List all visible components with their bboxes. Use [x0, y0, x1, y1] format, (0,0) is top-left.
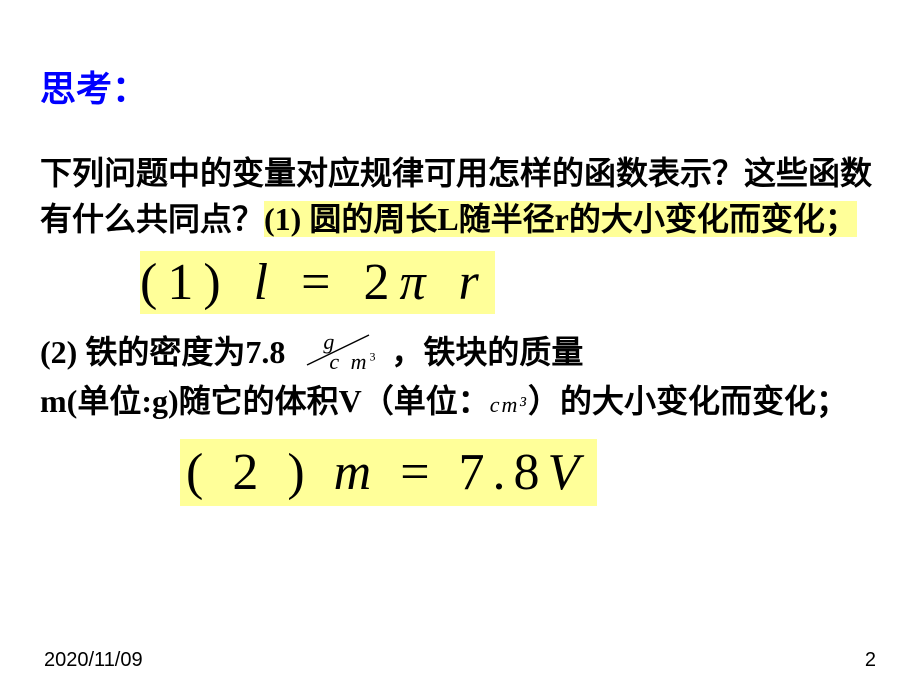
q2-prefix: (2) 铁的密度为7.8: [40, 334, 285, 370]
formula-1-row: (1) l = 2π r: [40, 251, 880, 314]
formula-2-row: ( 2 ) m = 7.8V: [40, 439, 880, 506]
formula-1: (1) l = 2π r: [140, 251, 495, 314]
formula2-two: 2: [232, 444, 266, 501]
formula1-r: r: [459, 254, 489, 311]
formula2-eq: =: [400, 444, 437, 501]
question-2-block: (2) 铁的密度为7.8 g c m3 ，铁块的质量 m(单位:g)随它的体积V…: [40, 328, 880, 427]
q2-mid1: ，铁块的质量: [391, 334, 583, 370]
formula1-pi: π: [399, 254, 435, 311]
footer-date: 2020/11/09: [44, 649, 143, 672]
formula2-val: 7.8: [459, 444, 548, 501]
unit-cm3: c m3: [329, 345, 378, 379]
formula1-l: l: [254, 254, 278, 311]
q2-cm3-inline: cm³: [490, 392, 528, 417]
density-unit: g c m3: [293, 331, 383, 371]
formula2-rparen: ): [287, 444, 312, 501]
footer-page-number: 2: [865, 649, 876, 672]
formula2-lparen: (: [186, 444, 211, 501]
unit-cm3-sup: 3: [369, 350, 378, 364]
slide: 思考： 下列问题中的变量对应规律可用怎样的函数表示？这些函数有什么共同点？(1)…: [0, 0, 920, 690]
formula1-rparen: ): [203, 254, 230, 311]
formula1-lparen: (: [140, 254, 167, 311]
formula1-two: 2: [363, 254, 399, 311]
q2-line2a: m(单位:g)随它的体积V（单位：: [40, 383, 490, 419]
unit-cm: c m: [329, 349, 369, 374]
q2-line2b: ）的大小变化而变化；: [528, 383, 848, 419]
question-intro-block: 下列问题中的变量对应规律可用怎样的函数表示？这些函数有什么共同点？(1) 圆的周…: [40, 150, 880, 243]
formula1-one: 1: [167, 254, 203, 311]
formula2-m: m: [334, 444, 380, 501]
heading-thinking: 思考：: [40, 60, 880, 112]
question-1-text: (1) 圆的周长L随半径r的大小变化而变化；: [264, 201, 857, 237]
formula-2: ( 2 ) m = 7.8V: [180, 439, 597, 506]
formula1-eq: =: [301, 254, 340, 311]
formula2-V: V: [548, 444, 588, 501]
